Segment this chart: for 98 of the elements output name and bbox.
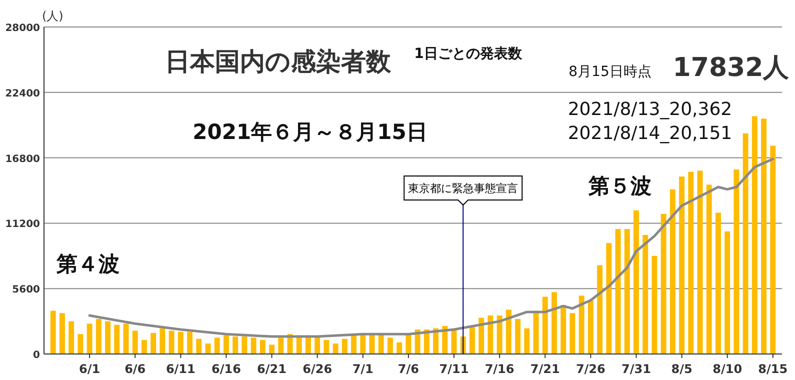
x-tick-label: 7/1: [352, 362, 374, 376]
y-tick-label: 16800: [5, 154, 40, 165]
y-tick-label: 11200: [5, 219, 40, 230]
bar: [396, 342, 402, 354]
bar: [360, 334, 366, 354]
annotation: 17832人: [672, 53, 790, 83]
bar: [232, 336, 238, 354]
x-tick-label: 6/1: [79, 362, 100, 376]
y-tick-label: 28000: [5, 23, 40, 34]
x-tick-label: 6/11: [166, 362, 196, 376]
x-tick-label: 8/5: [671, 362, 692, 376]
bar: [141, 340, 147, 354]
y-tick-label: 22400: [5, 88, 40, 100]
x-tick-label: 7/6: [398, 362, 419, 376]
bar: [114, 324, 120, 354]
bar: [524, 328, 530, 354]
bar: [78, 334, 84, 354]
y-tick-label: 5600: [12, 284, 40, 296]
text: 1日ごとの発表数: [414, 46, 523, 62]
y-axis-title: (人): [42, 9, 64, 23]
x-tick-label: 7/31: [622, 362, 651, 376]
bar: [588, 300, 594, 354]
bar: [578, 296, 584, 354]
bar: [260, 340, 266, 354]
bar: [560, 304, 566, 354]
bar: [68, 321, 74, 354]
bar: [469, 327, 475, 354]
bar: [132, 330, 138, 354]
bar: [105, 321, 111, 354]
bar: [86, 324, 92, 354]
y-tick-label: 0: [33, 350, 40, 361]
annotation: 2021/8/13_20,362: [568, 99, 732, 120]
bar: [633, 210, 639, 354]
bar: [387, 338, 393, 354]
x-tick-label: 6/16: [212, 362, 241, 376]
bar: [478, 318, 484, 354]
bar: [624, 229, 630, 354]
x-tick-label: 6/6: [124, 362, 146, 376]
bar: [542, 296, 548, 354]
x-tick-label: 7/26: [576, 362, 606, 376]
bar: [506, 310, 512, 354]
bar: [761, 118, 767, 354]
ref-line-label: 東京都に緊急事態宣言: [408, 182, 518, 195]
annotation: 8月15日時点: [568, 64, 652, 80]
bar: [187, 332, 193, 354]
bar: [223, 335, 229, 354]
bar: [734, 169, 740, 354]
bar: [688, 172, 694, 354]
bar: [742, 133, 748, 354]
bar: [332, 343, 338, 354]
x-tick-label: 8/15: [758, 362, 788, 376]
x-tick-label: 6/21: [257, 362, 286, 376]
annotation: 2021年６月～８月15日: [192, 120, 428, 144]
annotation: 2021/8/14_20,151: [568, 123, 732, 144]
bar: [660, 214, 666, 354]
bar: [752, 116, 758, 354]
bar: [770, 146, 776, 354]
bar: [551, 292, 557, 354]
bar: [488, 315, 494, 354]
bar: [196, 338, 202, 354]
bar: [597, 265, 603, 354]
bar: [652, 256, 658, 354]
bar: [342, 338, 348, 354]
bar: [178, 332, 184, 354]
bar: [670, 189, 676, 354]
bar: [50, 310, 56, 354]
bar: [59, 313, 65, 354]
bar: [278, 338, 284, 354]
bar: [324, 340, 330, 354]
annotation: 第４波: [56, 252, 120, 276]
bar: [160, 328, 166, 354]
bar: [642, 234, 648, 354]
bar: [496, 315, 502, 354]
bar: [715, 212, 721, 354]
x-tick-label: 7/11: [439, 362, 469, 376]
bar: [706, 184, 712, 354]
bar: [168, 330, 174, 354]
x-tick-label: 7/21: [530, 362, 560, 376]
bar: [570, 313, 576, 354]
bar: [606, 243, 612, 354]
text: 日本国内の感染者数: [165, 47, 392, 76]
bar: [724, 231, 730, 354]
x-tick-label: 6/26: [302, 362, 332, 376]
x-tick-label: 7/16: [484, 362, 514, 376]
bar: [123, 324, 129, 354]
bar: [242, 336, 248, 354]
bar: [96, 318, 102, 354]
bar: [150, 332, 156, 354]
x-tick-label: 8/10: [712, 362, 742, 376]
bar: [250, 338, 256, 354]
bar: [314, 336, 320, 354]
bar: [697, 170, 703, 354]
bar: [269, 344, 275, 354]
bar: [515, 318, 521, 354]
bar: [679, 176, 685, 354]
bar: [406, 334, 412, 354]
annotation: 第５波: [588, 174, 652, 198]
bar: [214, 338, 220, 354]
